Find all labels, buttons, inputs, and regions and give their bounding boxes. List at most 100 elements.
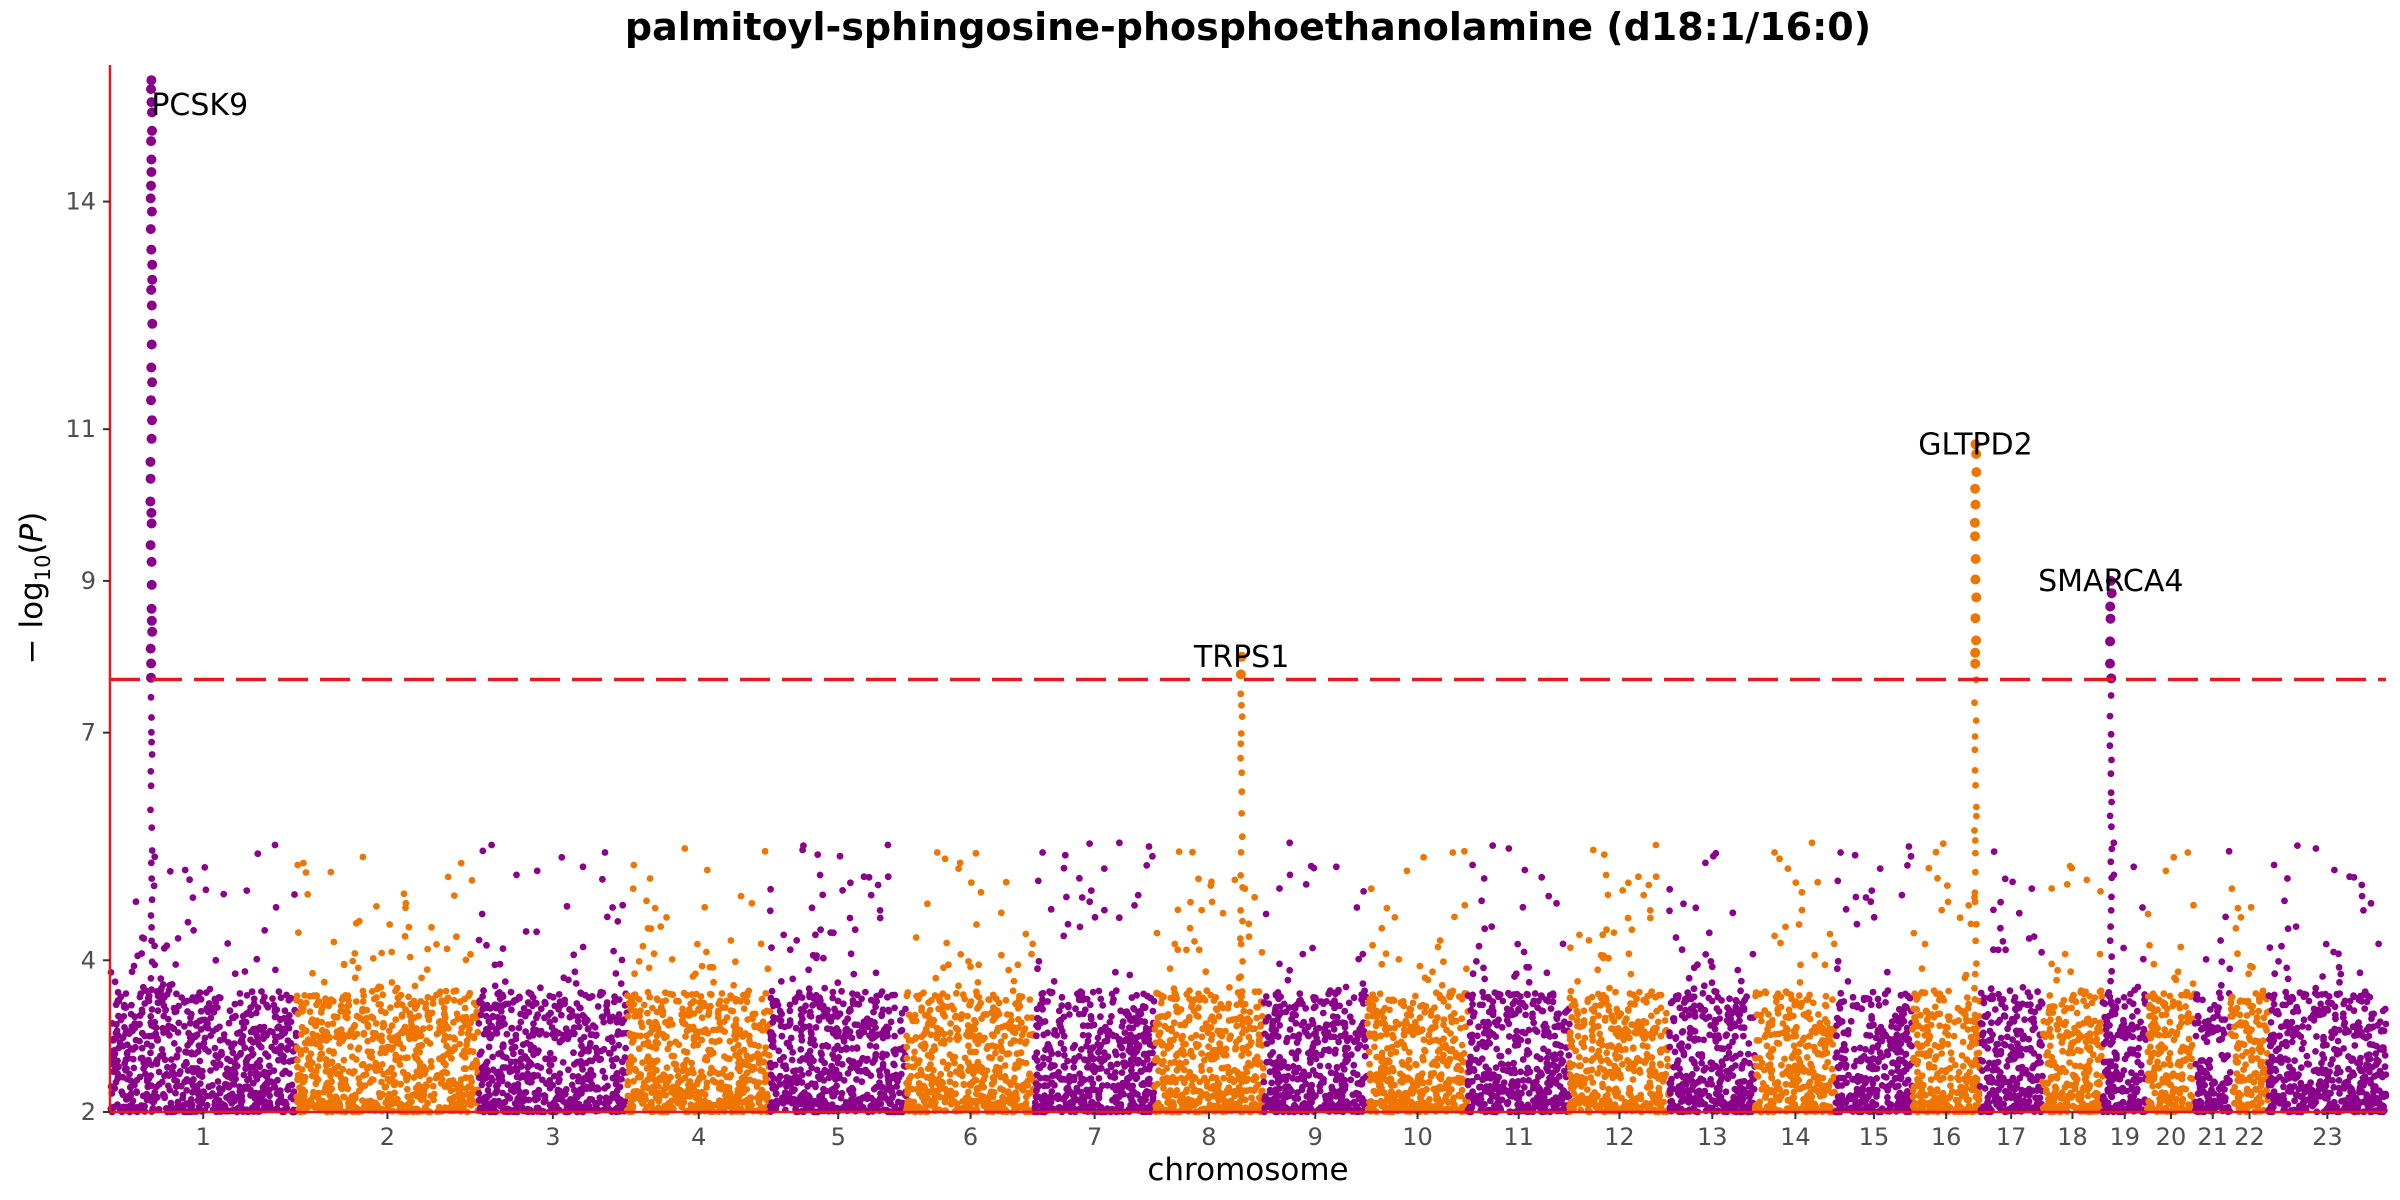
data-point — [644, 988, 652, 996]
data-point — [709, 1026, 717, 1034]
data-point — [168, 1056, 175, 1063]
data-point — [797, 1019, 805, 1027]
data-point — [1172, 1003, 1180, 1010]
data-point — [957, 951, 965, 958]
data-point — [461, 1047, 468, 1054]
data-point — [758, 995, 766, 1003]
data-point — [1050, 978, 1058, 985]
data-point — [533, 867, 541, 875]
data-point — [772, 1090, 780, 1097]
data-point — [369, 955, 377, 962]
data-point — [285, 1024, 293, 1032]
data-point — [293, 992, 301, 1000]
data-point — [818, 1051, 825, 1058]
data-point — [617, 980, 625, 987]
data-point — [473, 1059, 481, 1067]
data-point — [189, 1068, 197, 1076]
data-point — [1086, 840, 1093, 847]
data-point — [508, 1024, 515, 1032]
data-point — [349, 1053, 356, 1061]
data-point — [891, 1004, 898, 1012]
data-point — [1094, 1040, 1102, 1048]
data-point — [762, 1044, 770, 1051]
data-point — [1051, 1081, 1058, 1089]
data-point — [377, 983, 385, 991]
data-point — [256, 1063, 264, 1071]
data-point — [919, 1094, 926, 1101]
data-point — [1243, 1087, 1251, 1095]
data-point — [990, 1015, 998, 1023]
data-point — [588, 1057, 596, 1065]
data-point — [597, 1055, 605, 1063]
data-point — [1261, 1030, 1269, 1038]
data-point — [226, 1007, 234, 1015]
data-point — [236, 1083, 243, 1090]
data-point — [485, 1043, 493, 1051]
data-point — [475, 936, 483, 944]
data-point — [429, 1000, 437, 1007]
data-point — [1251, 1056, 1259, 1064]
data-point — [1206, 1102, 1214, 1110]
data-point — [483, 941, 490, 949]
data-point — [249, 1038, 257, 1046]
data-point — [974, 979, 982, 986]
data-point — [670, 1052, 678, 1060]
data-point — [1112, 1051, 1120, 1059]
data-point — [594, 1003, 602, 1010]
data-point — [975, 1003, 983, 1010]
data-point — [364, 1021, 372, 1029]
data-point — [351, 1091, 359, 1099]
data-point — [870, 1085, 878, 1093]
data-point — [115, 1012, 122, 1020]
data-point — [1151, 1056, 1159, 1064]
data-point — [641, 1083, 649, 1091]
data-point — [679, 1100, 687, 1108]
data-point — [1208, 878, 1215, 886]
data-point — [1218, 1090, 1225, 1098]
data-point — [1005, 966, 1013, 974]
data-point — [449, 1077, 457, 1084]
data-point — [1149, 852, 1156, 860]
data-point — [666, 1016, 674, 1024]
data-point — [1061, 1076, 1069, 1083]
data-point — [244, 1076, 251, 1084]
data-point — [210, 1008, 218, 1016]
data-point — [518, 1062, 525, 1069]
data-point — [701, 1056, 709, 1063]
data-point — [718, 990, 726, 997]
data-point — [1191, 938, 1198, 945]
data-point — [281, 1007, 289, 1015]
data-point — [275, 1024, 282, 1032]
data-point — [1079, 1022, 1087, 1030]
data-point — [1054, 1092, 1062, 1100]
data-point — [625, 1068, 633, 1076]
data-point — [1245, 920, 1253, 928]
data-point — [565, 976, 572, 984]
data-point — [338, 996, 346, 1003]
data-point — [929, 1087, 936, 1094]
data-point — [1220, 1074, 1228, 1082]
data-point — [1215, 1013, 1223, 1020]
data-point — [120, 1013, 128, 1020]
data-point — [458, 1093, 466, 1101]
data-point — [145, 1075, 153, 1083]
data-point — [635, 958, 643, 965]
data-point — [404, 1072, 412, 1079]
data-point — [734, 1088, 742, 1096]
data-point — [1225, 1000, 1233, 1008]
data-point — [155, 1080, 163, 1088]
data-point — [197, 1007, 205, 1015]
data-point — [531, 1089, 539, 1097]
data-point — [905, 1011, 913, 1019]
data-point — [1213, 1006, 1221, 1014]
data-point — [456, 1082, 464, 1090]
data-point — [450, 987, 458, 995]
data-point — [669, 1104, 676, 1112]
data-point — [911, 1048, 918, 1056]
data-point — [920, 989, 927, 997]
data-point — [225, 1039, 232, 1046]
data-point — [183, 1049, 191, 1056]
data-point — [604, 1082, 611, 1090]
data-point — [770, 1043, 777, 1051]
data-point — [1230, 1078, 1238, 1086]
